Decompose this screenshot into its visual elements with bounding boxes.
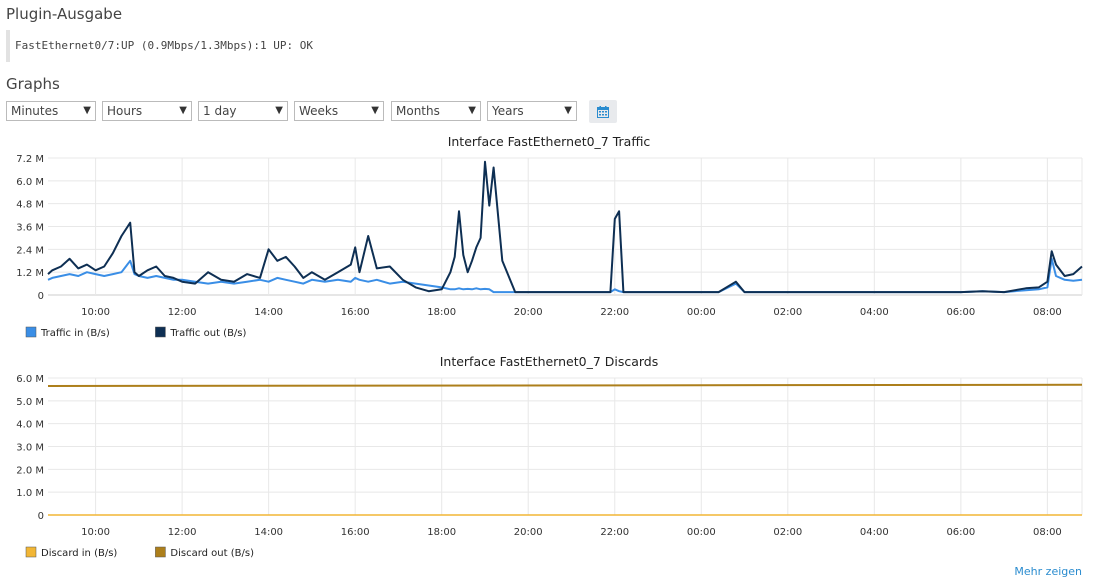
legend-swatch: [25, 546, 37, 558]
discards-chart: Interface FastEthernet0_7 Discards 0 1.0 M…: [16, 354, 1083, 559]
x-tick-label: 20:00: [514, 307, 543, 318]
y-tick-label: 4.0 M: [16, 420, 44, 431]
chart-title: Interface FastEthernet0_7 Traffic: [448, 134, 651, 149]
select-years[interactable]: Years ▼: [487, 101, 577, 121]
y-tick-label: 0: [38, 291, 44, 302]
x-tick-label: 02:00: [773, 307, 802, 318]
series-line-2: [47, 160, 1083, 294]
x-tick-label: 08:00: [1033, 307, 1062, 318]
calendar-button[interactable]: [589, 100, 617, 123]
x-tick-label: 22:00: [600, 527, 629, 538]
y-tick-label: 4.8 M: [16, 200, 44, 211]
x-tick-label: 12:00: [168, 307, 197, 318]
x-tick-label: 04:00: [860, 307, 889, 318]
series-line-2: [47, 383, 1083, 387]
legend-label: Traffic in (B/s): [40, 328, 110, 339]
select-weeks-value: Weeks: [299, 104, 339, 118]
x-tick-label: 14:00: [254, 527, 283, 538]
x-tick-label: 06:00: [946, 307, 975, 318]
legend-swatch: [25, 326, 37, 338]
x-tick-label: 18:00: [427, 307, 456, 318]
x-tick-label: 20:00: [514, 527, 543, 538]
select-minutes[interactable]: Minutes ▼: [6, 101, 96, 121]
x-tick-label: 00:00: [687, 307, 716, 318]
x-tick-label: 12:00: [168, 527, 197, 538]
legend-swatch: [155, 326, 166, 338]
x-tick-label: 04:00: [860, 527, 889, 538]
more-link[interactable]: Mehr zeigen: [1014, 565, 1082, 578]
select-minutes-value: Minutes: [11, 104, 59, 118]
chevron-down-icon: ▼: [83, 105, 91, 116]
select-months-value: Months: [396, 104, 440, 118]
select-hours-value: Hours: [107, 104, 143, 118]
legend-label: Discard out (B/s): [170, 548, 254, 559]
calendar-icon: [597, 105, 609, 118]
plugin-output-text: FastEthernet0/7:UP (0.9Mbps/1.3Mbps):1 U…: [6, 30, 1006, 62]
select-hours[interactable]: Hours ▼: [102, 101, 192, 121]
plugin-output-heading: Plugin-Ausgabe: [6, 5, 123, 23]
y-tick-label: 6.0 M: [16, 374, 44, 385]
graphs-heading: Graphs: [6, 75, 60, 93]
chevron-down-icon: ▼: [275, 105, 283, 116]
x-tick-label: 10:00: [81, 307, 110, 318]
traffic-chart: Interface FastEthernet0_7 Traffic 0 1.2 M 2…: [16, 134, 1083, 339]
select-years-value: Years: [492, 104, 524, 118]
y-tick-label: 2.0 M: [16, 465, 44, 476]
x-tick-label: 16:00: [341, 307, 370, 318]
x-tick-label: 00:00: [687, 527, 716, 538]
select-day-value: 1 day: [203, 104, 237, 118]
x-tick-label: 08:00: [1033, 527, 1062, 538]
x-tick-label: 02:00: [773, 527, 802, 538]
chevron-down-icon: ▼: [564, 105, 572, 116]
y-tick-label: 7.2 M: [16, 154, 44, 165]
legend-swatch: [155, 546, 166, 558]
chevron-down-icon: ▼: [371, 105, 379, 116]
x-tick-label: 22:00: [600, 307, 629, 318]
x-tick-label: 18:00: [427, 527, 456, 538]
chevron-down-icon: ▼: [179, 105, 187, 116]
y-tick-label: 2.4 M: [16, 245, 44, 256]
legend-label: Traffic out (B/s): [169, 328, 246, 339]
x-tick-label: 16:00: [341, 527, 370, 538]
chevron-down-icon: ▼: [468, 105, 476, 116]
y-tick-label: 3.0 M: [16, 443, 44, 454]
x-tick-label: 14:00: [254, 307, 283, 318]
chart-title: Interface FastEthernet0_7 Discards: [440, 354, 659, 369]
x-tick-label: 10:00: [81, 527, 110, 538]
legend-label: Discard in (B/s): [41, 548, 117, 559]
y-tick-label: 3.6 M: [16, 223, 44, 234]
y-tick-label: 1.0 M: [16, 488, 44, 499]
x-tick-label: 06:00: [946, 527, 975, 538]
y-tick-label: 5.0 M: [16, 397, 44, 408]
y-tick-label: 0: [38, 511, 44, 522]
select-months[interactable]: Months ▼: [391, 101, 481, 121]
select-day[interactable]: 1 day ▼: [198, 101, 288, 121]
select-weeks[interactable]: Weeks ▼: [294, 101, 384, 121]
y-tick-label: 6.0 M: [16, 177, 44, 188]
y-tick-label: 1.2 M: [16, 268, 44, 279]
